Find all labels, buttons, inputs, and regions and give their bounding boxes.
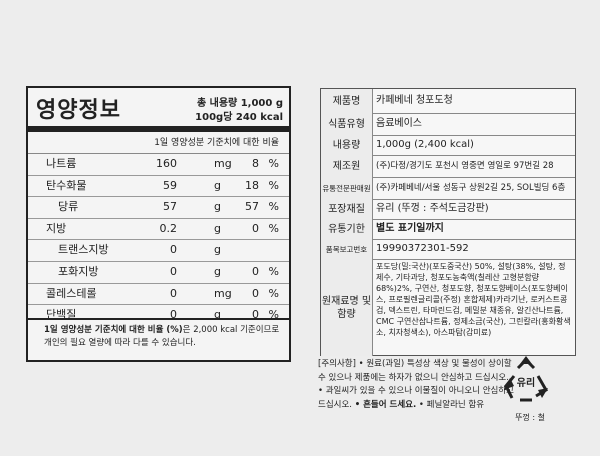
nutrient-unit: g [214,264,221,278]
nutrition-row: 포화지방 0 g 0 % [28,262,289,284]
info-value: 1,000g (2,400 kcal) [376,139,474,150]
info-value: 음료베이스 [376,118,422,129]
nutrient-percent: 57 [245,200,259,214]
nutrient-percent-symbol: % [268,200,279,214]
info-value: 19990372301-592 [376,243,469,254]
info-row: 제품명 카페베네 청포도청 [321,89,575,114]
nutrition-column-header: 1일 영양성분 기준치에 대한 비율 [28,132,289,154]
info-row: 유통전문판매원 (주)카페베네/서울 성동구 상원2길 25, SOL빌딩 6층 [321,177,575,200]
caution-text: • 페닐알라닌 함유 [418,399,485,410]
info-value: (주)카페베네/서울 성동구 상원2길 25, SOL빌딩 6층 [376,183,566,193]
info-key: 내용량 [321,135,373,155]
nutrient-unit: mg [214,157,232,170]
nutrition-per-serving: 100g당 240 kcal [195,112,283,123]
info-value: 카페베네 청포도청 [376,95,453,106]
caution-line: • 과일씨가 있을 수 있으나 이물질이 아니오니 안심하고 [318,386,514,396]
nutrition-row: 당류 57 g 57 % [28,197,289,219]
nutrient-percent: 0 [252,264,259,278]
nutrient-name: 포화지방 [58,264,99,278]
nutrition-thick-divider [28,126,289,132]
nutrient-unit: g [214,308,221,322]
info-key: 제조원 [321,155,373,177]
nutrient-name: 나트륨 [46,157,77,170]
nutrition-row: 단백질 0 g 0 % [28,305,289,326]
nutrient-name: 지방 [46,221,67,235]
info-value: (주)다정/경기도 포천시 영중면 영일로 97번길 28 [376,161,554,171]
footnote-rest: 은 2,000 kcal 기준이므로 [182,325,280,335]
footnote-bold: 1일 영양성분 기준치에 대한 비율 (%) [44,325,183,335]
nutrient-name: 당류 [58,200,79,214]
recycle-icon: 유리 [504,356,549,402]
info-row: 제조원 (주)다정/경기도 포천시 영중면 영일로 97번길 28 [321,155,575,178]
footnote-line2: 개인의 필요 열량에 따라 다를 수 있습니다. [44,338,196,348]
nutrient-percent: 0 [252,221,259,235]
info-key: 품목보고번호 [321,239,373,259]
nutrient-percent: 0 [252,308,259,322]
info-value: 포도당(밀:국산)(포도중국산) 50%, 설탕(38%, 설탕, 정제수, 기… [376,262,571,337]
caution-line: 드십시오. • 흔들어 드세요. • 페닐알라닌 함유 [318,399,518,413]
caution-line: [주의사항] • 원료(과일) 특성상 색상 및 물성이 상이할 [318,359,512,369]
caution-notice: [주의사항] • 원료(과일) 특성상 색상 및 물성이 상이할 수 있으나 제… [318,358,518,412]
nutrient-percent: 8 [252,157,259,170]
nutrient-amount: 59 [163,178,177,192]
nutrition-row: 지방 0.2 g 0 % [28,219,289,241]
info-row: 포장재질 유리 (뚜껑 : 주석도금강판) [321,199,575,220]
caution-line: 수 있으나 제품에는 하자가 없으니 안심하고 드십시오. [318,372,509,383]
nutrient-unit: g [214,221,221,235]
nutrient-unit: g [214,178,221,192]
nutrition-facts-panel: 영양정보 총 내용량 1,000 g 100g당 240 kcal 1일 영양성… [26,86,291,362]
info-key: 포장재질 [321,199,373,219]
nutrition-footer-divider [28,318,289,320]
nutrient-amount: 0 [170,308,177,322]
nutrient-percent-symbol: % [268,157,279,170]
nutrient-amount: 160 [156,157,177,170]
info-key: 원재료명 및 함량 [321,259,373,356]
recycle-mark-label: 유리 [517,376,535,389]
nutrient-percent-symbol: % [268,286,279,300]
nutrient-amount: 0 [170,286,177,300]
nutrient-percent: 0 [252,286,259,300]
nutrient-name: 단백질 [46,308,77,322]
nutrient-amount: 0.2 [159,221,178,235]
nutrient-percent-symbol: % [268,264,279,278]
nutrient-percent: 18 [245,178,259,192]
info-key: 유통전문판매원 [321,177,373,199]
nutrition-title: 영양정보 [36,98,121,123]
info-value: 유리 (뚜껑 : 주석도금강판) [376,203,489,214]
nutrient-name: 트랜스지방 [58,243,109,257]
info-key: 유통기한 [321,219,373,239]
nutrient-percent-symbol: % [268,178,279,192]
nutrient-amount: 0 [170,264,177,278]
info-key: 제품명 [321,89,373,113]
nutrition-rows: 나트륨 160 mg 8 % 탄수화물 59 g 18 % 당류 57 g 57… [28,154,289,326]
nutrition-footnote: 1일 영양성분 기준치에 대한 비율 (%)은 2,000 kcal 기준이므로… [44,324,283,350]
caution-text: 드십시오. [318,399,352,410]
nutrition-row: 나트륨 160 mg 8 % [28,154,289,176]
info-value: 별도 표기일까지 [376,223,444,234]
info-row: 품목보고번호 19990372301-592 [321,239,575,260]
info-row: 내용량 1,000g (2,400 kcal) [321,135,575,156]
nutrient-name: 콜레스테롤 [46,286,97,300]
nutrient-unit: g [214,243,221,257]
nutrition-row: 트랜스지방 0 g [28,240,289,262]
nutrient-unit: mg [214,286,232,300]
info-row: 원재료명 및 함량 포도당(밀:국산)(포도중국산) 50%, 설탕(38%, … [321,259,575,356]
product-info-table: 제품명 카페베네 청포도청 식품유형 음료베이스 내용량 1,000g (2,4… [320,88,576,356]
info-key: 식품유형 [321,113,373,135]
nutrient-percent-symbol: % [268,308,279,322]
nutrient-amount: 0 [170,243,177,257]
info-row: 유통기한 별도 표기일까지 [321,219,575,240]
recycle-caption: 뚜껑 : 철 [515,413,545,422]
caution-bold-text: • 흔들어 드세요. [354,399,417,410]
nutrition-row: 탄수화물 59 g 18 % [28,176,289,198]
nutrient-percent-symbol: % [268,221,279,235]
nutrition-row: 콜레스테롤 0 mg 0 % [28,284,289,306]
nutrient-unit: g [214,200,221,214]
nutrition-total-content: 총 내용량 1,000 g [196,98,283,109]
nutrient-name: 탄수화물 [46,178,87,192]
nutrient-amount: 57 [163,200,177,214]
info-row: 식품유형 음료베이스 [321,113,575,136]
